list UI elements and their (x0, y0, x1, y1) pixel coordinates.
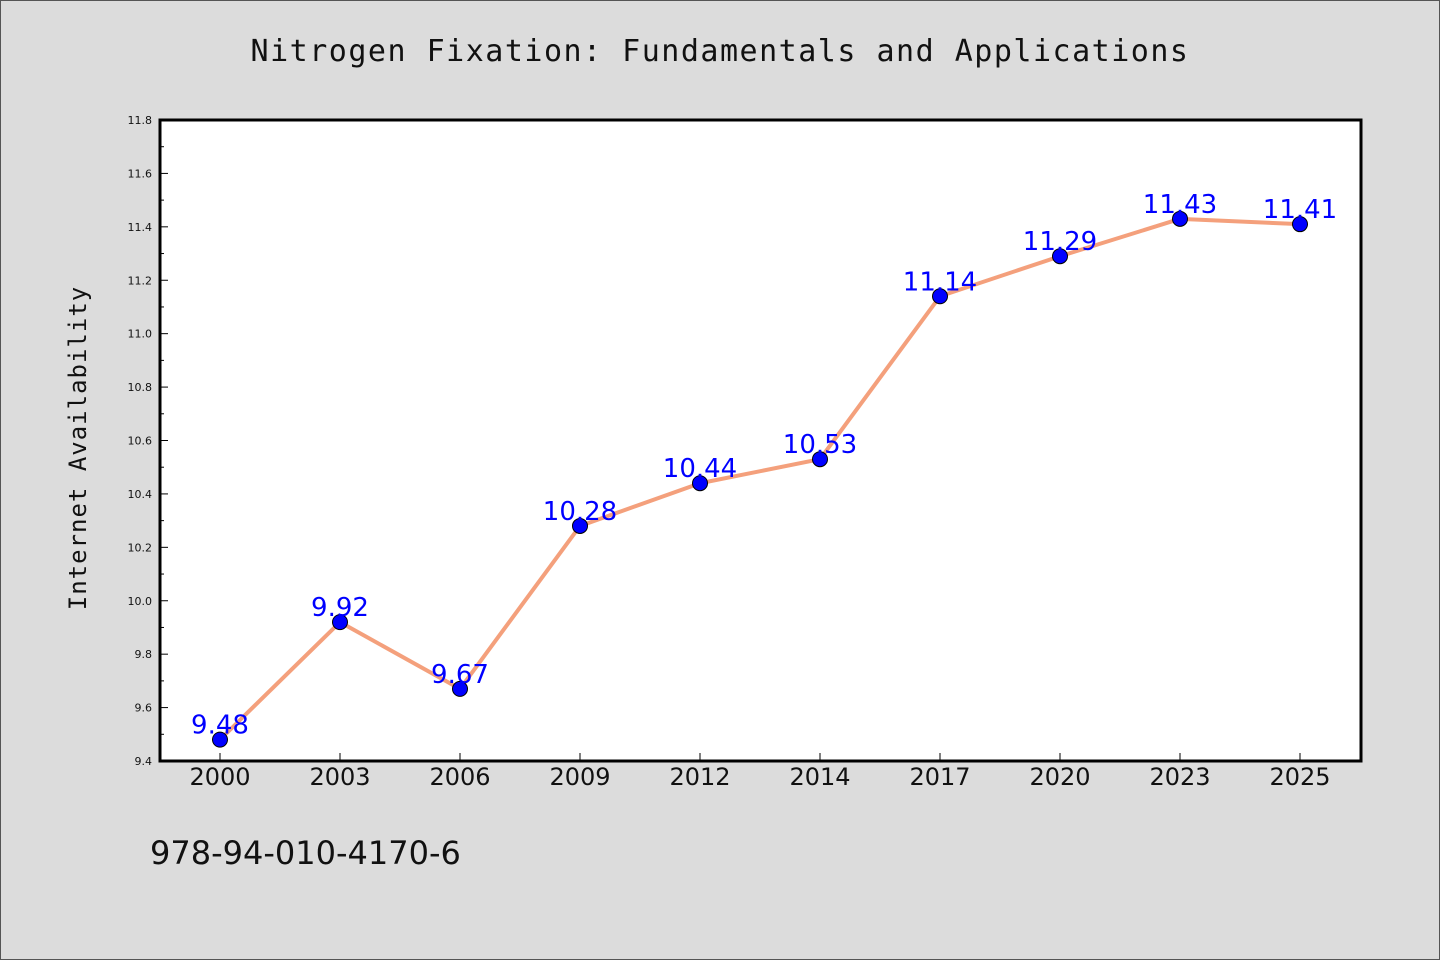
data-label: 11.41 (1263, 195, 1337, 225)
y-tick-label: 10.4 (128, 488, 153, 501)
data-point (1172, 210, 1188, 227)
y-tick-label: 9.4 (135, 755, 153, 768)
y-tick-label: 9.6 (135, 702, 153, 715)
x-tick-label: 2020 (1029, 763, 1090, 791)
data-label: 9.92 (311, 593, 369, 623)
x-tick-label: 2012 (669, 763, 730, 791)
x-tick-label: 2025 (1269, 763, 1330, 791)
data-point (932, 288, 948, 305)
y-tick-label: 11.4 (128, 221, 153, 234)
data-label: 9.48 (191, 711, 249, 741)
chart-title: Nitrogen Fixation: Fundamentals and Appl… (250, 34, 1190, 69)
data-point (1052, 248, 1068, 265)
data-label: 10.44 (663, 454, 737, 484)
series-line-group (218, 216, 1302, 742)
x-tick-label: 2006 (429, 763, 490, 791)
data-point (812, 451, 828, 468)
data-label: 11.29 (1023, 227, 1097, 257)
data-label: 10.53 (783, 430, 857, 460)
series-line (218, 216, 1302, 742)
data-point (452, 680, 468, 697)
data-point (212, 731, 228, 748)
y-tick-label: 11.0 (128, 328, 153, 341)
x-tick-label: 2003 (309, 763, 370, 791)
isbn-text: 978-94-010-4170-6 (150, 834, 461, 872)
y-axis: 9.4 9.6 9.8 10.0 10.2 10.4 10.6 10.8 11.0 11.2 11.… (128, 114, 168, 768)
y-tick-label: 10.2 (128, 541, 153, 554)
y-tick-label: 10.0 (128, 595, 153, 608)
data-point (1292, 216, 1308, 233)
y-tick-label: 10.6 (128, 435, 153, 448)
data-label: 9.67 (431, 660, 489, 690)
data-label: 11.14 (903, 267, 977, 297)
x-tick-label: 2017 (909, 763, 970, 791)
y-tick-label: 9.8 (135, 648, 153, 661)
data-point (692, 475, 708, 492)
y-tick-label: 11.6 (128, 167, 153, 180)
y-tick-label: 10.8 (128, 381, 153, 394)
x-tick-label: 2009 (549, 763, 610, 791)
x-tick-label: 2023 (1149, 763, 1210, 791)
x-tick-label: 2014 (789, 763, 850, 791)
data-label: 11.43 (1143, 190, 1217, 220)
data-point (332, 614, 348, 631)
x-tick-label: 2000 (189, 763, 250, 791)
data-points (212, 210, 1308, 748)
data-point (572, 517, 588, 534)
data-label: 10.28 (543, 497, 617, 527)
y-axis-label: Internet Availability (64, 286, 92, 610)
data-labels: 9.48 9.92 9.67 10.28 10.44 10.53 11.14 11.29 11.… (191, 190, 1337, 741)
y-tick-label: 11.2 (128, 274, 153, 287)
x-axis: 2000 2003 2006 2009 2012 2014 2017 2020 2023 2025 (189, 753, 1331, 791)
y-tick-label: 11.8 (128, 114, 153, 127)
